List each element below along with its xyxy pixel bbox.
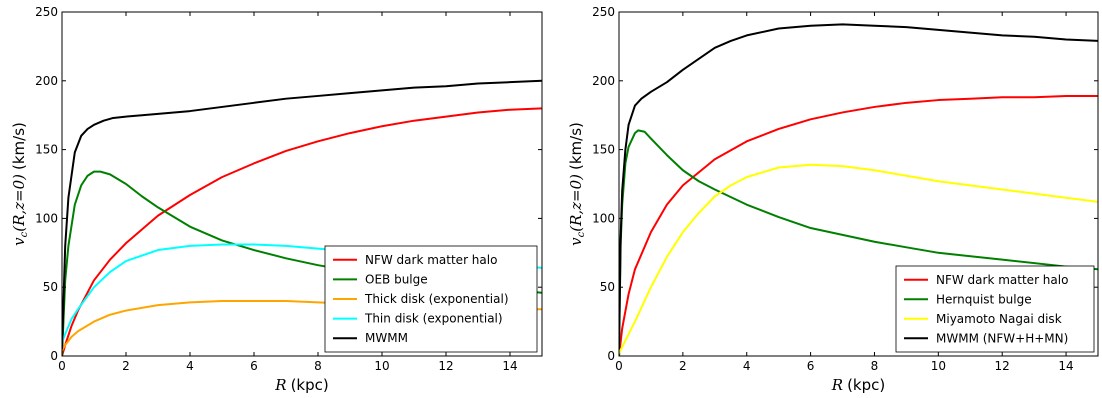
plot-frame <box>61 11 543 357</box>
x-axis-label: R (kpc) <box>274 376 328 394</box>
x-tick-label: 12 <box>438 359 453 373</box>
legend-entry: MWMM (NFW+H+MN) <box>936 331 1068 345</box>
y-tick-label: 0 <box>50 349 58 363</box>
x-tick-label: 4 <box>743 359 751 373</box>
y-axis-unit: (km/s) <box>567 122 585 170</box>
y-tick-label: 200 <box>35 74 58 88</box>
x-tick-label: 0 <box>615 359 623 373</box>
x-tick-label: 6 <box>807 359 815 373</box>
y-tick-label: 50 <box>600 280 615 294</box>
legend-entry: Thick disk (exponential) <box>364 292 509 306</box>
x-axis-unit: (kpc) <box>291 376 329 394</box>
x-tick-label: 14 <box>502 359 517 373</box>
series-line-5 <box>62 79 542 350</box>
legend-entry: MWMM <box>365 331 408 345</box>
y-axis-argument: (R,z=0) <box>567 174 585 232</box>
y-axis-label: vc(R,z=0) (km/s) <box>567 122 587 246</box>
y-tick-label: 250 <box>35 5 58 19</box>
y-tick-label: 0 <box>607 349 615 363</box>
x-tick-label: 10 <box>931 359 946 373</box>
legend: NFW dark matter halo Hernquist bulge Miyam… <box>895 265 1095 353</box>
legend-entry: NFW dark matter halo <box>365 253 497 267</box>
legend-entry: Miyamoto Nagai disk <box>936 312 1062 326</box>
y-tick-label: 150 <box>35 143 58 157</box>
x-tick-label: 2 <box>122 359 130 373</box>
y-axis-label: vc(R,z=0) (km/s) <box>10 122 30 246</box>
chart-panel-2: 0 2 4 6 8 10 12 14 0 50 100 150 200 250 R (kpc) vc(R,z=0… <box>567 5 1099 394</box>
legend-box <box>895 265 1095 353</box>
y-axis-argument: (R,z=0) <box>10 174 28 232</box>
x-tick-label: 4 <box>186 359 194 373</box>
legend-entry: NFW dark matter halo <box>936 273 1068 287</box>
legend-box <box>324 245 538 353</box>
series-line-4 <box>619 23 1098 350</box>
y-axis-unit: (km/s) <box>10 122 28 170</box>
x-tick-label: 8 <box>314 359 322 373</box>
legend: NFW dark matter halo OEB bulge Thick disk … <box>324 245 538 353</box>
x-axis-symbol: R <box>831 376 843 394</box>
y-tick-label: 50 <box>43 280 58 294</box>
x-tick-label: 0 <box>58 359 66 373</box>
x-tick-label: 8 <box>871 359 879 373</box>
y-axis-symbol: v <box>10 237 28 246</box>
series-line-1 <box>619 94 1098 356</box>
y-tick-label: 250 <box>592 5 615 19</box>
x-axis-label: R (kpc) <box>831 376 885 394</box>
x-tick-label: 2 <box>679 359 687 373</box>
y-tick-label: 100 <box>35 211 58 225</box>
x-axis-unit: (kpc) <box>847 376 885 394</box>
x-tick-label: 12 <box>995 359 1010 373</box>
x-axis-symbol: R <box>274 376 286 394</box>
y-axis-subscript: c <box>576 231 587 237</box>
y-axis-symbol: v <box>567 237 585 246</box>
chart-panel-1: 0 2 4 6 8 10 12 14 0 50 100 150 200 250 R (kpc) vc(R,z=0… <box>10 5 543 394</box>
series-line-2 <box>619 129 1098 356</box>
x-tick-label: 14 <box>1058 359 1073 373</box>
plot-frame <box>618 11 1099 357</box>
series-lines <box>619 23 1098 356</box>
x-tick-label: 6 <box>250 359 258 373</box>
y-axis-subscript: c <box>19 231 30 237</box>
legend-entry: Thin disk (exponential) <box>364 312 503 326</box>
y-tick-label: 150 <box>592 143 615 157</box>
legend-entry: OEB bulge <box>365 272 428 286</box>
y-tick-label: 200 <box>592 74 615 88</box>
legend-entry: Hernquist bulge <box>936 292 1032 306</box>
x-tick-label: 10 <box>374 359 389 373</box>
y-tick-label: 100 <box>592 211 615 225</box>
series-line-3 <box>619 163 1098 354</box>
